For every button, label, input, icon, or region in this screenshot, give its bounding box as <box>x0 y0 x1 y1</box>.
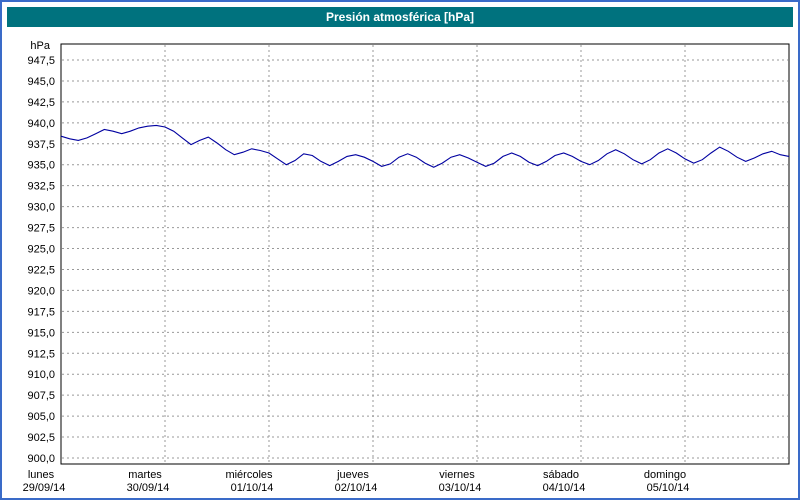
pressure-line <box>60 124 790 168</box>
y-tick-label: 925,0 <box>27 244 55 256</box>
x-day-date: 04/10/14 <box>543 482 586 494</box>
y-tick-label: 905,0 <box>27 411 55 423</box>
x-day-name: martes <box>128 469 162 481</box>
y-tick-label: 922,5 <box>27 264 55 276</box>
y-tick-label: 910,0 <box>27 369 55 381</box>
x-day-name: viernes <box>439 469 475 481</box>
y-tick-label: 907,5 <box>27 390 55 402</box>
x-day-name: domingo <box>644 469 686 481</box>
y-tick-label: 937,5 <box>27 139 55 151</box>
y-tick-label: 947,5 <box>27 55 55 67</box>
x-day-name: miércoles <box>225 469 273 481</box>
pressure-chart: 947,5 945,0 942,5 940,0 937,5 935,0 932,5 930,0… <box>23 40 790 494</box>
x-day-date: 02/10/14 <box>335 482 378 494</box>
x-day-name: jueves <box>336 469 369 481</box>
y-tick-label: 912,5 <box>27 348 55 360</box>
x-day-name: lunes <box>28 469 55 481</box>
y-tick-label: 920,0 <box>27 285 55 297</box>
y-tick-label: 900,0 <box>27 453 55 465</box>
chart-title: Presión atmosférica [hPa] <box>325 10 475 24</box>
x-day-name: sábado <box>543 469 579 481</box>
x-day-date: 30/09/14 <box>127 482 170 494</box>
y-tick-label: 940,0 <box>27 118 55 130</box>
y-tick-label: 935,0 <box>27 160 55 172</box>
y-tick-label: 942,5 <box>27 97 55 109</box>
y-tick-label: 927,5 <box>27 223 55 235</box>
plot-area <box>60 43 790 465</box>
y-tick-label: 932,5 <box>27 181 55 193</box>
x-day-date: 01/10/14 <box>231 482 274 494</box>
title-bar: Presión atmosférica [hPa] <box>7 7 793 27</box>
x-day-date: 29/09/14 <box>23 482 66 494</box>
y-tick-label: 930,0 <box>27 202 55 214</box>
y-tick-label: 902,5 <box>27 432 55 444</box>
y-tick-label: 915,0 <box>27 327 55 339</box>
x-day-date: 03/10/14 <box>439 482 482 494</box>
y-tick-label: 917,5 <box>27 306 55 318</box>
x-day-date: 05/10/14 <box>647 482 690 494</box>
y-tick-label: 945,0 <box>27 76 55 88</box>
y-axis-unit-label: hPa <box>30 40 50 52</box>
